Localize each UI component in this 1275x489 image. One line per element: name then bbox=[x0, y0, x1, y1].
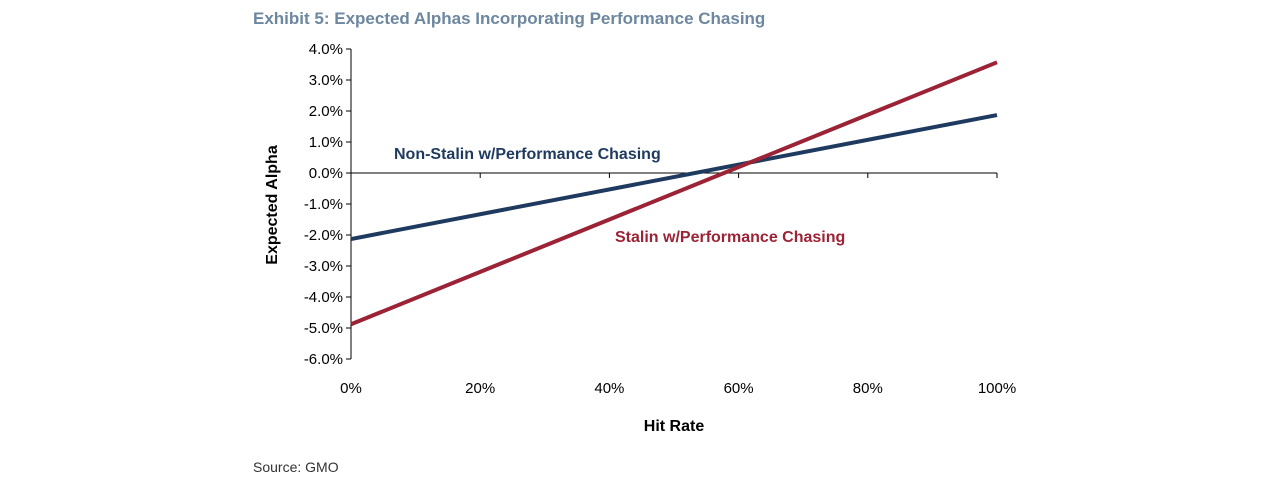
y-tick-label: 1.0% bbox=[309, 134, 343, 151]
x-tick-label: 0% bbox=[340, 380, 362, 397]
series-lines bbox=[350, 60, 998, 327]
source-note: Source: GMO bbox=[253, 459, 339, 475]
x-tick-label: 100% bbox=[978, 380, 1016, 397]
y-tick-label: -3.0% bbox=[304, 258, 343, 275]
y-tick-label: 3.0% bbox=[309, 72, 343, 89]
y-axis-title: Expected Alpha bbox=[264, 145, 281, 265]
series-line-stalin bbox=[350, 60, 998, 327]
y-tick-label: 2.0% bbox=[309, 103, 343, 120]
y-tick-label: -4.0% bbox=[304, 289, 343, 306]
x-axis-title: Hit Rate bbox=[644, 418, 705, 435]
y-tick-label: -5.0% bbox=[304, 320, 343, 337]
labels: 4.0% 3.0% 2.0% 1.0% 0.0% -1.0% -2.0% -3.0% -4.0%… bbox=[264, 41, 1016, 435]
x-tick-label: 60% bbox=[724, 380, 754, 397]
series-label-stalin: Stalin w/Performance Chasing bbox=[615, 229, 845, 246]
series-line-non-stalin bbox=[350, 113, 998, 241]
y-tick-label: 0.0% bbox=[309, 165, 343, 182]
axes bbox=[346, 48, 998, 360]
x-tick-label: 40% bbox=[594, 380, 624, 397]
y-tick-label: -2.0% bbox=[304, 227, 343, 244]
x-tick-label: 80% bbox=[853, 380, 883, 397]
x-tick-label: 20% bbox=[465, 380, 495, 397]
chart-title: Exhibit 5: Expected Alphas Incorporating… bbox=[253, 9, 766, 28]
y-tick-label: 4.0% bbox=[309, 41, 343, 58]
series-label-non-stalin: Non-Stalin w/Performance Chasing bbox=[394, 146, 661, 163]
y-tick-label: -1.0% bbox=[304, 196, 343, 213]
y-tick-label: -6.0% bbox=[304, 351, 343, 368]
